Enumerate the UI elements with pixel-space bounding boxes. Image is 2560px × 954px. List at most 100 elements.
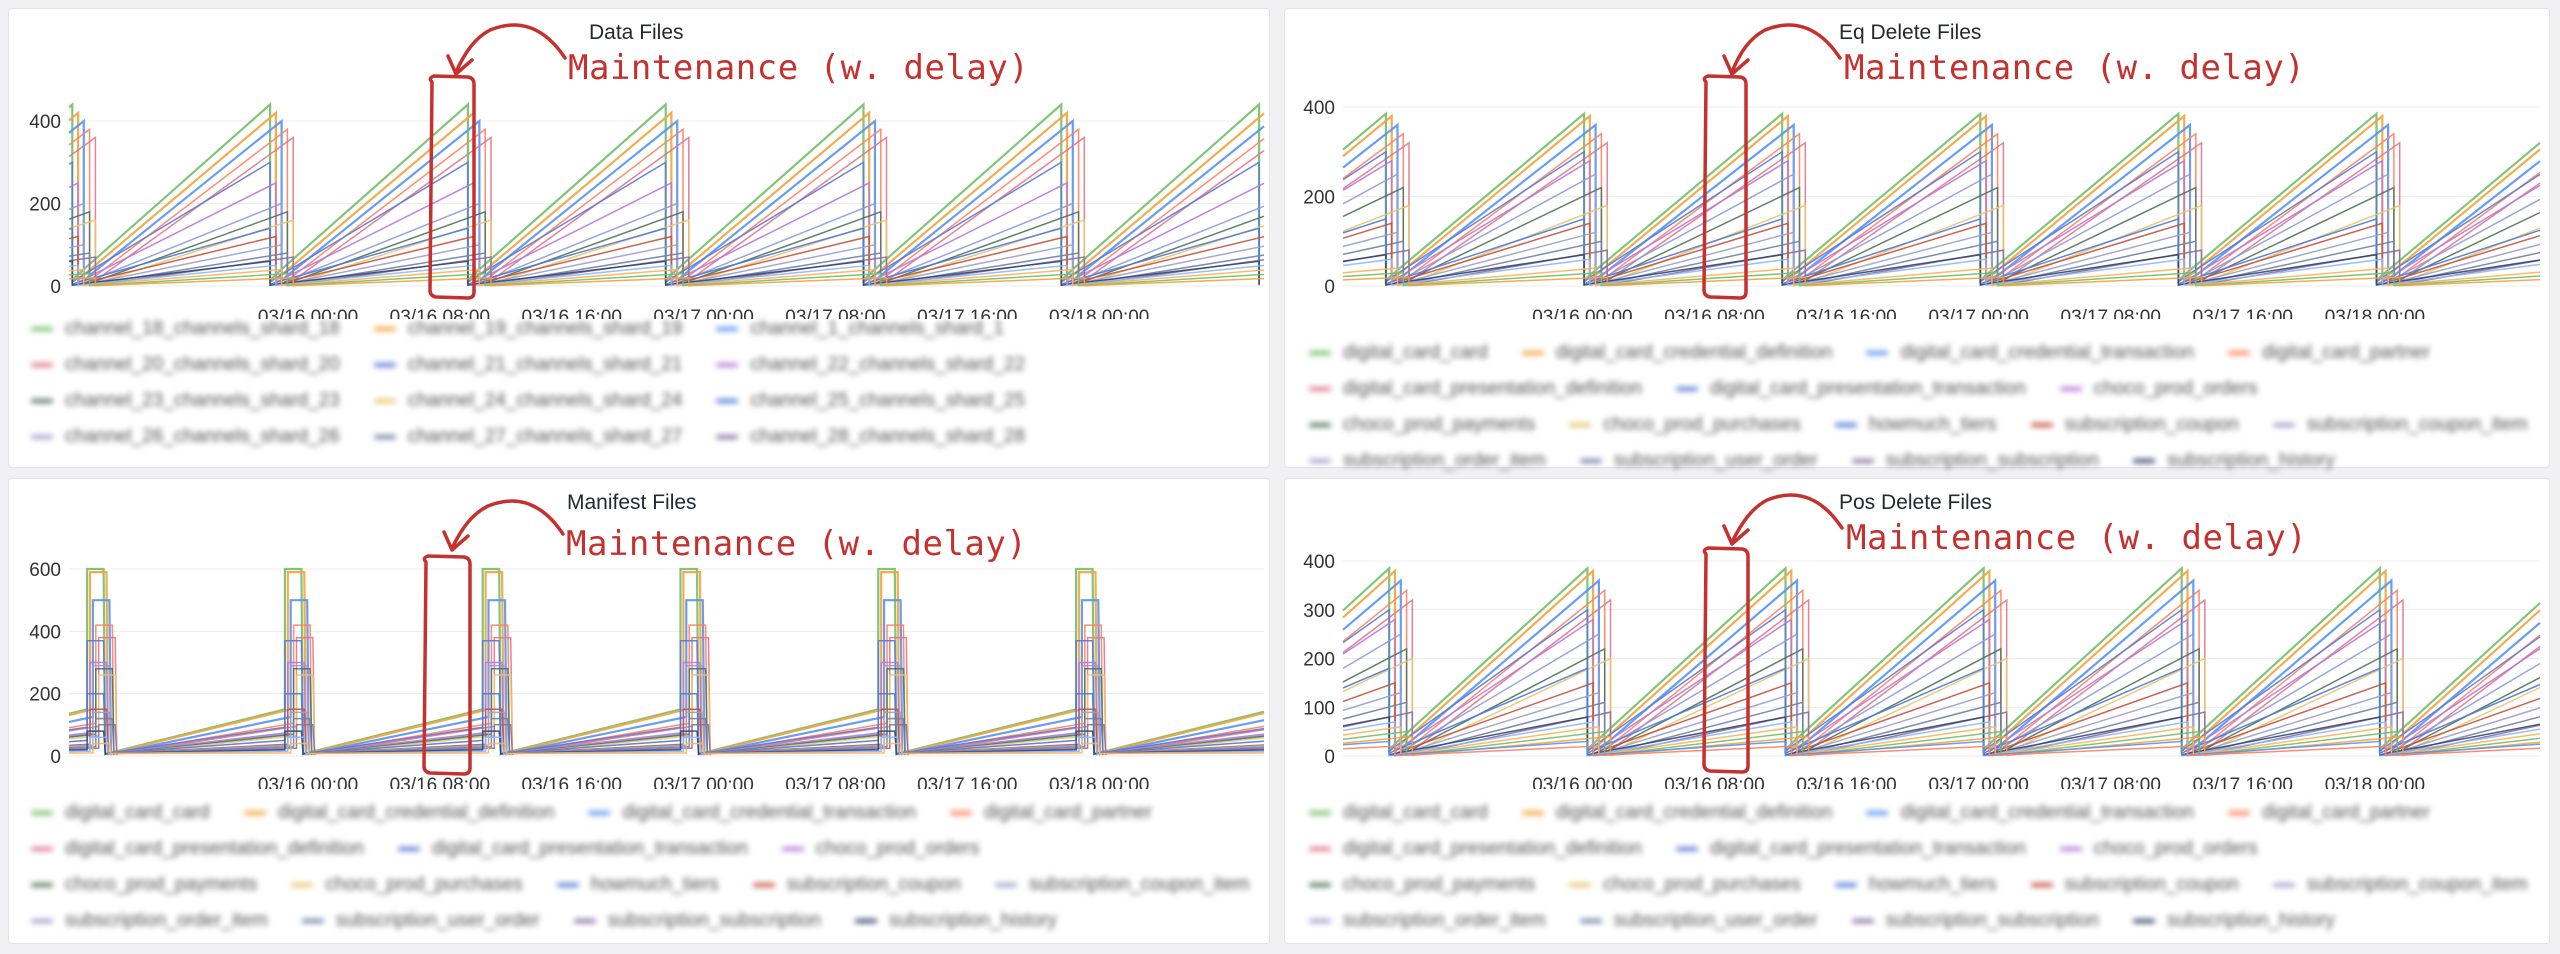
legend-item[interactable]: digital_card_presentation_transaction [1675,378,2026,400]
legend-swatch [2030,883,2053,887]
legend-item[interactable]: subscription_coupon_item [2272,414,2528,436]
legend-row: digital_card_card digital_card_credential… [1309,795,2560,831]
legend-item[interactable]: subscription_coupon [2030,874,2239,896]
legend-item[interactable]: subscription_user_order [1579,910,1818,932]
legend-item[interactable]: channel_18_channels_shard_18 [31,318,340,340]
legend-item[interactable]: howmuch_tiers [1834,414,1997,436]
legend-item[interactable]: choco_prod_purchases [291,874,523,896]
legend-item[interactable]: channel_22_channels_shard_22 [716,354,1025,376]
legend-label: subscription_user_order [1613,450,1818,471]
legend-swatch [1579,919,1602,923]
legend-item[interactable]: digital_card_presentation_definition [1309,838,1642,860]
chart-plot-pos-delete-files: 0 100 200 300 400 03/16 00:00 03/16 08:00 03/16… [1303,552,2541,789]
legend-swatch [573,919,596,923]
legend-label: choco_prod_payments [1343,874,1536,895]
legend-item[interactable]: channel_25_channels_shard_25 [716,390,1025,412]
legend-item[interactable]: digital_card_presentation_transaction [1675,838,2026,860]
legend-item[interactable]: digital_card_partner [950,802,1152,824]
series-line [1342,231,2541,286]
legend-item[interactable]: choco_prod_payments [1309,414,1535,436]
legend-item[interactable]: choco_prod_orders [781,838,979,860]
legend-item[interactable]: subscription_user_order [301,910,540,932]
legend-item[interactable]: subscription_history [854,910,1057,932]
legend-swatch [1851,459,1874,463]
legend-item[interactable]: channel_24_channels_shard_24 [373,390,682,412]
legend-swatch [31,327,53,331]
legend-item[interactable]: subscription_subscription [573,910,821,932]
legend-item[interactable]: subscription_order_item [1309,910,1546,932]
legend-swatch [781,847,804,851]
legend-item[interactable]: channel_26_channels_shard_26 [31,426,340,448]
legend-item[interactable]: digital_card_partner [2228,802,2430,824]
legend-item[interactable]: digital_card_credential_transaction [1866,802,2194,824]
x-tick-label: 03/18 00:00 [2325,307,2425,319]
legend-item[interactable]: channel_21_channels_shard_21 [373,354,682,376]
legend-item[interactable]: digital_card_card [31,802,210,824]
x-tick-label: 03/16 00:00 [1532,775,1632,789]
legend-item[interactable]: channel_27_channels_shard_27 [373,426,682,448]
legend-item[interactable]: subscription_subscription [1851,910,2099,932]
legend-item[interactable]: subscription_order_item [1309,450,1546,472]
legend-item[interactable]: digital_card_credential_transaction [588,802,916,824]
legend-item[interactable]: subscription_coupon [752,874,961,896]
legend-item[interactable]: subscription_history [2132,450,2335,472]
legend-label: howmuch_tiers [590,874,719,895]
x-tick-label: 03/17 16:00 [2193,307,2293,319]
legend-swatch [752,883,775,887]
legend-label: choco_prod_purchases [325,874,523,895]
legend-swatch [1866,351,1889,355]
legend-item[interactable]: choco_prod_payments [31,874,257,896]
legend-item[interactable]: subscription_user_order [1579,450,1818,472]
legend-swatch [1569,883,1592,887]
chart-plot-manifest-files: 0 200 400 600 03/16 00:00 03/16 08:00 03/16 16… [29,560,1265,789]
legend-item[interactable]: channel_1_channels_shard_1 [716,318,1004,340]
legend-row: digital_card_presentation_definition digi… [1309,371,2560,407]
legend-item[interactable]: subscription_coupon_item [994,874,1250,896]
legend-item[interactable]: choco_prod_purchases [1569,874,1801,896]
legend-item[interactable]: digital_card_presentation_definition [1309,378,1642,400]
legend-item[interactable]: digital_card_credential_transaction [1866,342,2194,364]
series-line [1342,681,2541,755]
legend-item[interactable]: choco_prod_purchases [1569,414,1801,436]
legend-item[interactable]: choco_prod_orders [2059,838,2257,860]
legend-item[interactable]: digital_card_card [1309,342,1488,364]
x-tick-label: 03/16 08:00 [390,775,490,789]
legend-item[interactable]: subscription_subscription [1851,450,2099,472]
legend-item[interactable]: subscription_coupon [2030,414,2239,436]
legend-item[interactable]: subscription_history [2132,910,2335,932]
legend-manifest-files: digital_card_card digital_card_credential… [9,795,1291,939]
series-line [1342,608,2541,754]
panel-manifest-files: Manifest Files 0 200 400 600 03/16 00:00 03/1… [8,478,1270,944]
legend-item[interactable]: digital_card_partner [2228,342,2430,364]
series-line [1342,588,2541,753]
legend-item[interactable]: channel_28_channels_shard_28 [716,426,1025,448]
legend-item[interactable]: digital_card_presentation_definition [31,838,364,860]
legend-item[interactable]: digital_card_credential_definition [243,802,554,824]
series-line [1342,578,2541,754]
legend-item[interactable]: digital_card_presentation_transaction [397,838,748,860]
legend-item[interactable]: subscription_coupon_item [2272,874,2528,896]
series-line [68,210,1265,285]
x-tick-label: 03/16 08:00 [1664,307,1764,319]
legend-item[interactable]: channel_23_channels_shard_23 [31,390,340,412]
legend-item[interactable]: digital_card_card [1309,802,1488,824]
legend-swatch [854,919,877,923]
legend-label: subscription_subscription [1885,450,2099,471]
legend-item[interactable]: howmuch_tiers [556,874,719,896]
series-line [1342,253,2541,287]
legend-swatch [716,327,739,331]
annotation-maintenance-manifest: Maintenance (w. delay) [566,524,1028,564]
legend-item[interactable]: choco_prod_orders [2059,378,2257,400]
legend-item[interactable]: digital_card_credential_definition [1521,802,1832,824]
legend-item[interactable]: howmuch_tiers [1834,874,1997,896]
legend-item[interactable]: channel_19_channels_shard_19 [373,318,682,340]
legend-swatch [31,919,53,923]
legend-swatch [556,883,579,887]
legend-swatch [2228,351,2251,355]
legend-item[interactable]: digital_card_credential_definition [1521,342,1832,364]
legend-item[interactable]: choco_prod_payments [1309,874,1535,896]
series-line [1342,172,2541,285]
y-tick-label: 600 [29,560,61,581]
legend-item[interactable]: channel_20_channels_shard_20 [31,354,340,376]
legend-item[interactable]: subscription_order_item [31,910,268,932]
